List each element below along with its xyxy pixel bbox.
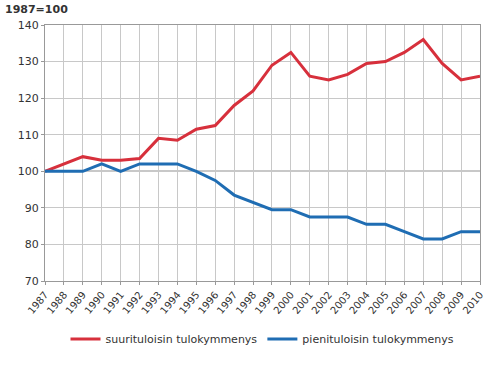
svg-text:1987: 1987: [26, 289, 51, 316]
svg-text:1995: 1995: [177, 289, 202, 316]
svg-text:90: 90: [25, 202, 39, 215]
svg-text:1990: 1990: [82, 289, 107, 316]
svg-text:2002: 2002: [309, 289, 334, 316]
svg-text:2004: 2004: [347, 289, 372, 316]
svg-text:1991: 1991: [101, 289, 126, 316]
svg-text:2000: 2000: [271, 289, 296, 316]
svg-text:2006: 2006: [385, 289, 410, 316]
svg-text:2009: 2009: [442, 289, 467, 316]
svg-text:1987=100: 1987=100: [5, 3, 68, 16]
svg-text:1997: 1997: [215, 289, 240, 316]
svg-text:1988: 1988: [44, 289, 69, 316]
svg-text:130: 130: [18, 55, 39, 68]
svg-text:70: 70: [25, 275, 39, 288]
svg-text:1996: 1996: [196, 289, 221, 316]
svg-text:2010: 2010: [461, 289, 486, 316]
svg-text:1992: 1992: [120, 289, 145, 316]
svg-text:1993: 1993: [139, 289, 164, 316]
svg-text:2007: 2007: [404, 289, 429, 316]
svg-text:1999: 1999: [253, 289, 278, 316]
svg-text:2003: 2003: [328, 289, 353, 316]
svg-text:1989: 1989: [63, 289, 88, 316]
svg-text:110: 110: [18, 129, 39, 142]
svg-text:pienituloisin tulokymmenys: pienituloisin tulokymmenys: [302, 333, 453, 346]
svg-text:2008: 2008: [423, 289, 448, 316]
svg-text:2005: 2005: [366, 289, 391, 316]
svg-text:100: 100: [18, 165, 39, 178]
svg-text:120: 120: [18, 92, 39, 105]
svg-text:1994: 1994: [158, 289, 183, 316]
svg-text:suurituloisin tulokymmenys: suurituloisin tulokymmenys: [106, 333, 258, 346]
svg-text:140: 140: [18, 19, 39, 32]
svg-text:1998: 1998: [234, 289, 259, 316]
svg-text:2001: 2001: [290, 289, 315, 316]
svg-text:80: 80: [25, 238, 39, 251]
